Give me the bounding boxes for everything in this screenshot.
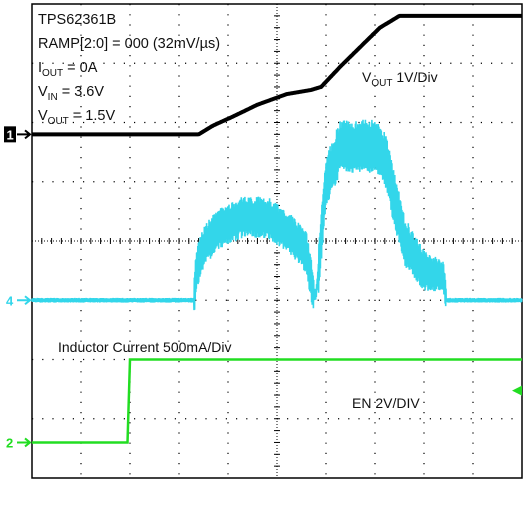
- ramp-setting: RAMP[2:0] = 000 (32mV/µs): [38, 36, 220, 52]
- iout-rest: = 0A: [63, 60, 98, 76]
- vin-rest: = 3.6V: [58, 84, 105, 100]
- vout-trace: [31, 13, 523, 137]
- channel-1-marker-number: 1: [7, 127, 14, 142]
- vin-sub: IN: [48, 92, 58, 103]
- inductor-current-label: Inductor Current 500mA/Div: [58, 339, 232, 355]
- channel-1-marker-box: [4, 126, 16, 143]
- vin-setting: VIN = 3.6V: [38, 84, 104, 103]
- channel-1-marker-arrow: [17, 129, 32, 140]
- en-trace: [32, 358, 522, 444]
- settings-annotation: TPS62361B RAMP[2:0] = 000 (32mV/µs) IOUT…: [38, 12, 220, 127]
- vout-sub: OUT: [48, 116, 69, 127]
- channel-2-marker-arrow: [17, 437, 32, 448]
- vout-main: V: [38, 108, 48, 124]
- channel-4-marker-number: 4: [6, 293, 14, 308]
- vout-channel-label: VOUT 1V/Div: [362, 69, 438, 89]
- device-name: TPS62361B: [38, 12, 116, 28]
- plot-frame: [31, 3, 523, 479]
- trigger-level-marker: ◀: [512, 383, 522, 398]
- traces: [31, 13, 523, 444]
- iout-sub: OUT: [42, 68, 63, 79]
- channel-4-marker-arrow: [17, 295, 32, 306]
- vout-label-main: V: [362, 69, 372, 85]
- vin-main: V: [38, 84, 48, 100]
- iout-main: I: [38, 60, 42, 76]
- vout-rest: = 1.5V: [69, 108, 116, 124]
- iout-setting: IOUT = 0A: [38, 60, 98, 79]
- channel-markers: 1 4 2 ◀: [4, 126, 522, 450]
- en-channel-label: EN 2V/DIV: [352, 395, 420, 411]
- channel-2-marker-number: 2: [6, 435, 13, 450]
- vout-label-sub: OUT: [371, 78, 392, 89]
- vout-setting: VOUT = 1.5V: [38, 108, 115, 127]
- vout-label-rest: 1V/Div: [392, 69, 437, 85]
